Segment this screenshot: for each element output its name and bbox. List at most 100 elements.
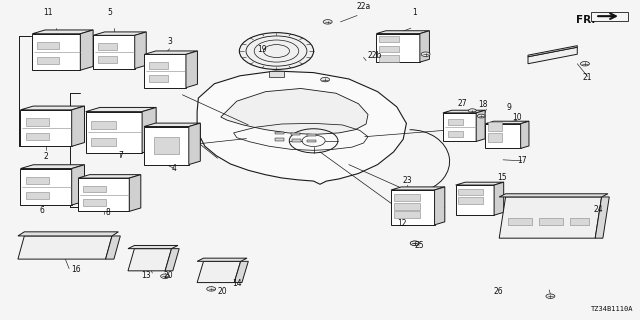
Bar (154, 137, 179, 154)
Bar (539, 218, 563, 226)
Polygon shape (32, 30, 93, 34)
Circle shape (477, 114, 485, 118)
Polygon shape (128, 245, 178, 249)
Text: 7: 7 (118, 151, 123, 160)
Polygon shape (476, 110, 485, 141)
Polygon shape (20, 165, 84, 169)
Polygon shape (20, 169, 72, 205)
Text: 2: 2 (44, 152, 49, 161)
Polygon shape (144, 126, 189, 164)
Bar (458, 197, 483, 204)
Polygon shape (494, 182, 504, 215)
Polygon shape (135, 32, 146, 69)
Polygon shape (499, 197, 602, 238)
Bar (150, 75, 168, 82)
Polygon shape (165, 249, 179, 271)
Text: 4: 4 (172, 164, 177, 172)
Circle shape (410, 241, 419, 245)
Text: 22b: 22b (367, 51, 381, 60)
Bar (379, 46, 399, 52)
Polygon shape (391, 187, 445, 190)
Text: 20: 20 (163, 271, 173, 280)
Bar (394, 211, 420, 218)
Text: 13: 13 (141, 271, 151, 280)
Circle shape (580, 61, 589, 66)
Bar (291, 133, 300, 135)
Polygon shape (20, 106, 84, 110)
Text: 20: 20 (218, 287, 228, 296)
Polygon shape (486, 124, 521, 148)
Text: 24: 24 (593, 205, 604, 214)
Bar (448, 119, 463, 125)
Polygon shape (521, 121, 529, 148)
Circle shape (421, 52, 430, 56)
Polygon shape (528, 46, 577, 57)
Polygon shape (443, 113, 476, 141)
Text: 5: 5 (108, 8, 113, 17)
Polygon shape (595, 197, 609, 238)
Circle shape (323, 20, 332, 24)
Circle shape (207, 287, 216, 291)
Bar (37, 42, 59, 50)
Polygon shape (128, 249, 172, 271)
Bar (307, 140, 316, 142)
Bar (394, 203, 420, 210)
Text: 17: 17 (516, 156, 527, 164)
Polygon shape (72, 165, 84, 205)
Text: 10: 10 (512, 113, 522, 122)
Polygon shape (221, 88, 368, 134)
Text: 1: 1 (412, 8, 417, 17)
Polygon shape (456, 182, 504, 185)
Text: 18: 18 (479, 100, 488, 109)
Polygon shape (197, 71, 406, 184)
Polygon shape (86, 112, 142, 153)
Polygon shape (106, 236, 120, 259)
Polygon shape (186, 51, 197, 88)
Circle shape (546, 294, 555, 299)
Text: 14: 14 (232, 279, 242, 288)
Polygon shape (93, 35, 135, 69)
Text: 11: 11 (44, 8, 52, 17)
Text: 22a: 22a (356, 2, 371, 11)
Circle shape (321, 77, 330, 82)
Bar (379, 55, 399, 61)
Text: 19: 19 (257, 44, 268, 53)
Circle shape (161, 274, 170, 278)
Text: 6: 6 (39, 206, 44, 215)
Polygon shape (86, 108, 156, 112)
Text: 21: 21 (583, 73, 592, 82)
Polygon shape (189, 123, 200, 164)
Polygon shape (72, 106, 84, 146)
Bar (307, 133, 316, 136)
Text: 23: 23 (403, 176, 413, 185)
Text: TZ34B1110A: TZ34B1110A (591, 306, 634, 312)
Text: 25: 25 (414, 241, 424, 250)
Bar (26, 133, 49, 140)
Bar (91, 138, 116, 146)
Bar (26, 192, 49, 199)
Polygon shape (435, 187, 445, 225)
Bar (83, 199, 106, 206)
Bar (458, 189, 483, 195)
Polygon shape (78, 178, 129, 212)
Bar (37, 57, 59, 64)
Polygon shape (129, 175, 141, 212)
Polygon shape (81, 30, 93, 70)
Polygon shape (32, 34, 81, 70)
Polygon shape (145, 51, 197, 54)
Bar (150, 62, 168, 69)
Bar (275, 132, 284, 134)
Polygon shape (144, 123, 200, 126)
Bar (394, 194, 420, 201)
Polygon shape (499, 194, 608, 197)
Polygon shape (197, 261, 241, 283)
Bar (91, 121, 116, 129)
Text: FR.: FR. (576, 15, 595, 25)
Bar (275, 138, 284, 141)
Circle shape (239, 33, 314, 69)
Bar (488, 122, 502, 131)
Polygon shape (376, 34, 420, 62)
Polygon shape (234, 261, 248, 283)
Bar (292, 139, 301, 142)
Polygon shape (20, 110, 72, 146)
